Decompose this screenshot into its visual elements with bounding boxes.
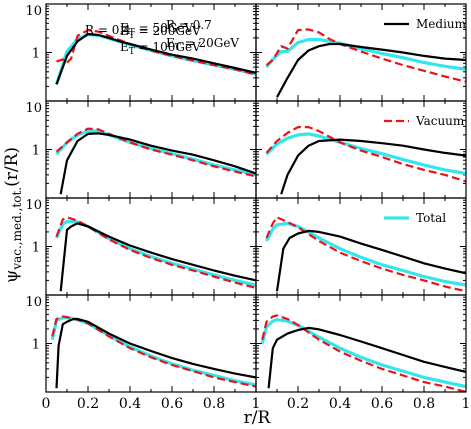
series-total-line [260, 318, 466, 389]
series-medium-line [280, 138, 466, 195]
series-vacuum-line [265, 126, 466, 183]
panel-frame [255, 294, 467, 393]
panel-2-1: Total [255, 197, 467, 296]
y-tick-label: 1 [32, 144, 40, 159]
series-vacuum-line [55, 127, 256, 178]
x-tick-label: 1 [252, 396, 261, 412]
panel-annotation: ET = 20GeV [166, 36, 239, 53]
series-medium-line [55, 317, 256, 389]
series-medium-line [275, 229, 466, 292]
panel-annotation: ET = 50GeV [120, 21, 193, 38]
series-medium-line [267, 326, 466, 389]
series-medium-line [276, 42, 466, 98]
panel-annotation: ET = 100GeV [120, 40, 201, 57]
legend-label: Total [416, 211, 446, 225]
x-tick-label: 0.2 [77, 396, 99, 412]
panel-annotation: ET = 200GeV [120, 24, 201, 41]
series-vacuum-line [265, 28, 466, 83]
x-tick-label: 0.4 [329, 396, 351, 412]
y-tick-label: 10 [25, 4, 42, 19]
panel-0-1: R = 0.4 Medium [85, 3, 467, 102]
series-medium-line [59, 132, 256, 195]
y-tick-label: 10 [25, 101, 42, 116]
x-tick-label: 0.6 [371, 396, 393, 412]
series-vacuum-line [55, 216, 256, 289]
x-tick-label: 0.4 [119, 396, 141, 412]
series-total-line [265, 221, 466, 287]
y-tick-label: 10 [25, 198, 42, 213]
series-vacuum-line [261, 314, 466, 392]
x-axis-label: r/R [244, 408, 272, 428]
x-tick-label: 0 [42, 396, 51, 412]
series-total-line [265, 37, 466, 71]
legend-entry: Medium [384, 17, 467, 31]
x-tick-label: 0.2 [287, 396, 309, 412]
series-vacuum-line [51, 315, 256, 388]
series-vacuum-line [265, 216, 466, 293]
labels-layer: ψvac.,med.,tot.(r/R) r/R [2, 147, 272, 428]
x-tick-label: 0.6 [161, 396, 183, 412]
legend-entry: Vacuum [384, 114, 465, 128]
y-tick-label: 10 [25, 295, 42, 310]
panel-1-1: Vacuum [255, 100, 467, 199]
panel-3-1: 0.2 0.4 0.6 0.8 1 [255, 294, 471, 412]
y-tick-label: 1 [32, 241, 40, 256]
y-tick-label: 1 [32, 47, 40, 62]
y-axis-label: ψvac.,med.,tot.(r/R) [2, 147, 24, 283]
series-total-line [265, 132, 466, 176]
series-total-line [55, 219, 256, 287]
legend-label: Medium [416, 17, 467, 31]
series-vacuum-line [56, 29, 256, 76]
x-tick-label: 1 [462, 396, 471, 412]
panel-annotation: R = 0.4 [85, 23, 131, 37]
x-tick-label: 0.8 [203, 396, 225, 412]
legend-label: Vacuum [415, 114, 465, 128]
series-medium-line [59, 222, 256, 292]
y-tick-label: 1 [32, 338, 40, 353]
panel-annotation: R = 0.7 [166, 18, 212, 32]
panel-2-0: 10 1 ET = 100GeV [25, 40, 257, 296]
series-medium-line [55, 33, 256, 85]
panel-ticks [255, 295, 467, 393]
legend-entry: Total [384, 211, 446, 225]
x-tick-label: 0.8 [413, 396, 435, 412]
